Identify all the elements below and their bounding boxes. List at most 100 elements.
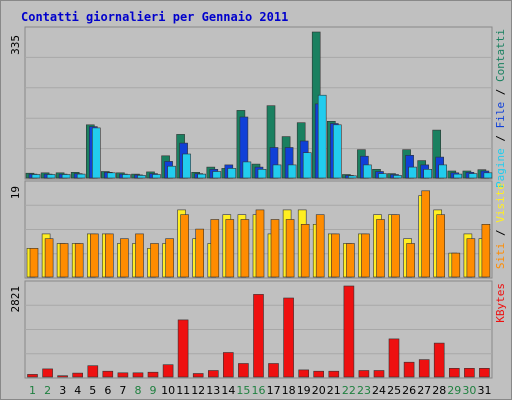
day-label-28: 28 [432,384,446,397]
top-bar-pagine-day-27 [423,169,433,179]
middle-bar-siti-day-17 [270,219,280,278]
top-bar-pagine-day-31 [483,172,493,179]
top-bar-pagine-day-15 [242,161,252,179]
top-bar-pagine-day-10 [167,165,176,179]
day-label-9: 9 [150,384,157,397]
day-label-7: 7 [119,384,126,397]
middle-bar-siti-day-4 [74,243,84,278]
bottom-bar-kbytes-day-11 [177,319,189,378]
day-label-3: 3 [59,384,66,397]
middle-legend-part-0: Siti [494,243,507,270]
top-bar-pagine-day-22 [348,175,357,179]
bottom-bar-kbytes-day-24 [373,370,385,378]
day-label-27: 27 [417,384,431,397]
bottom-bar-kbytes-day-4 [72,372,83,378]
top-bar-pagine-day-1 [31,174,41,179]
bottom-bar-kbytes-day-13 [208,370,219,378]
top-bar-pagine-day-3 [61,174,71,179]
bottom-bar-kbytes-day-9 [147,371,159,378]
bottom-bar-kbytes-day-2 [42,368,53,378]
top-bar-pagine-day-21 [332,124,342,179]
top-panel-frame [24,26,493,180]
middle-bar-siti-day-14 [225,219,235,278]
top-legend-part-1: / [494,128,507,148]
middle-bar-siti-day-12 [195,228,204,278]
bottom-bar-kbytes-day-25 [388,338,400,378]
top-bar-pagine-day-18 [287,164,297,179]
bottom-bar-kbytes-day-28 [433,342,445,378]
top-bar-pagine-day-16 [257,169,267,179]
bottom-bar-kbytes-day-23 [358,370,370,378]
top-bar-pagine-day-17 [272,164,282,179]
top-bar-pagine-day-12 [197,173,206,179]
middle-legend-part-2: Visite [494,183,507,223]
middle-bar-siti-day-20 [315,214,325,278]
top-bar-pagine-day-5 [92,127,101,179]
middle-bar-siti-day-11 [180,214,189,278]
day-label-14: 14 [221,384,235,397]
day-label-19: 19 [297,384,311,397]
middle-bar-siti-day-19 [300,224,310,278]
middle-bar-siti-day-29 [451,252,461,278]
day-label-11: 11 [176,384,190,397]
day-label-1: 1 [29,384,36,397]
top-bar-pagine-day-29 [453,173,463,179]
day-label-24: 24 [372,384,386,397]
day-label-17: 17 [267,384,281,397]
bottom-bar-kbytes-day-20 [313,370,325,378]
bottom-bar-kbytes-day-6 [102,370,114,378]
top-bar-pagine-day-26 [408,166,417,179]
bottom-bar-kbytes-day-3 [57,375,68,378]
day-label-10: 10 [161,384,175,397]
day-label-6: 6 [104,384,111,397]
top-bar-pagine-day-30 [468,173,478,179]
bottom-bar-kbytes-day-16 [253,294,264,378]
top-bar-pagine-day-28 [438,164,448,179]
top-legend-part-4: Contatti [494,29,507,82]
middle-bar-siti-day-15 [240,219,250,278]
top-bar-pagine-day-6 [107,172,116,179]
middle-bar-siti-day-24 [376,219,385,278]
middle-bar-siti-day-23 [361,233,370,278]
middle-bar-siti-day-5 [90,233,99,278]
top-bar-pagine-day-19 [302,152,312,179]
middle-bar-siti-day-30 [466,238,476,278]
top-legend-part-2: File [494,102,507,129]
day-label-23: 23 [357,384,371,397]
top-bar-pagine-day-20 [317,94,327,179]
bottom-bar-kbytes-day-18 [283,297,294,378]
chart-title: Contatti giornalieri per Gennaio 2011 [21,10,288,24]
top-bar-pagine-day-7 [122,174,131,179]
middle-bar-siti-day-26 [406,243,415,278]
bottom-bar-kbytes-day-17 [268,363,279,378]
bars-group [25,31,493,378]
day-label-18: 18 [282,384,296,397]
day-label-21: 21 [327,384,341,397]
top-legend-part-3: / [494,82,507,102]
bottom-bar-kbytes-day-12 [192,373,204,378]
middle-bar-siti-day-28 [436,214,446,278]
day-label-15: 15 [236,384,250,397]
bottom-bar-kbytes-day-14 [223,352,234,378]
top-bar-pagine-day-9 [152,174,161,179]
day-label-8: 8 [135,384,142,397]
middle-bar-siti-day-8 [135,233,144,278]
bottom-bar-kbytes-day-31 [479,367,490,378]
day-label-26: 26 [402,384,416,397]
middle-bar-siti-day-3 [59,243,69,278]
middle-bar-siti-day-6 [105,233,114,278]
middle-bar-siti-day-31 [481,224,491,278]
day-label-29: 29 [447,384,461,397]
day-label-12: 12 [191,384,205,397]
top-bar-pagine-day-11 [182,153,191,179]
bottom-panel-max-label: 2821 [9,286,22,313]
middle-bar-siti-day-2 [44,238,54,278]
top-bar-pagine-day-24 [378,173,387,179]
top-bar-pagine-day-4 [76,173,86,179]
bottom-bar-kbytes-day-15 [238,363,249,378]
middle-bar-siti-day-1 [29,248,39,278]
bottom-bar-kbytes-day-27 [418,359,430,378]
